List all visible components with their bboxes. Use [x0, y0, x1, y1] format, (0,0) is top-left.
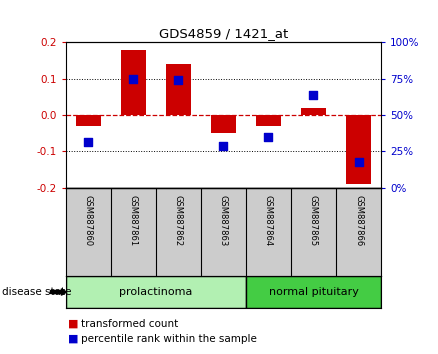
Text: GSM887863: GSM887863 — [219, 195, 228, 246]
Bar — [246, 276, 381, 308]
Text: GSM887861: GSM887861 — [129, 195, 138, 246]
Text: transformed count: transformed count — [81, 319, 178, 329]
Point — [310, 92, 317, 98]
Point — [85, 139, 92, 145]
Bar — [166, 64, 191, 115]
Text: disease state: disease state — [2, 287, 72, 297]
Point — [355, 159, 362, 165]
Bar — [211, 115, 236, 133]
Text: ■: ■ — [68, 334, 78, 344]
Text: ■: ■ — [68, 319, 78, 329]
Text: GSM887864: GSM887864 — [264, 195, 273, 246]
Bar — [256, 115, 281, 126]
Point — [220, 143, 227, 149]
Point — [175, 77, 182, 83]
Text: prolactinoma: prolactinoma — [119, 287, 192, 297]
Text: GSM887866: GSM887866 — [354, 195, 363, 246]
Bar — [301, 108, 326, 115]
Text: GSM887862: GSM887862 — [174, 195, 183, 246]
Point — [265, 134, 272, 139]
Title: GDS4859 / 1421_at: GDS4859 / 1421_at — [159, 27, 288, 40]
Bar — [346, 115, 371, 184]
Text: GSM887860: GSM887860 — [84, 195, 93, 246]
Text: normal pituitary: normal pituitary — [268, 287, 358, 297]
Text: percentile rank within the sample: percentile rank within the sample — [81, 334, 257, 344]
Text: GSM887865: GSM887865 — [309, 195, 318, 246]
Bar — [121, 50, 146, 115]
Point — [130, 76, 137, 81]
Bar — [76, 115, 101, 126]
Bar — [66, 276, 246, 308]
